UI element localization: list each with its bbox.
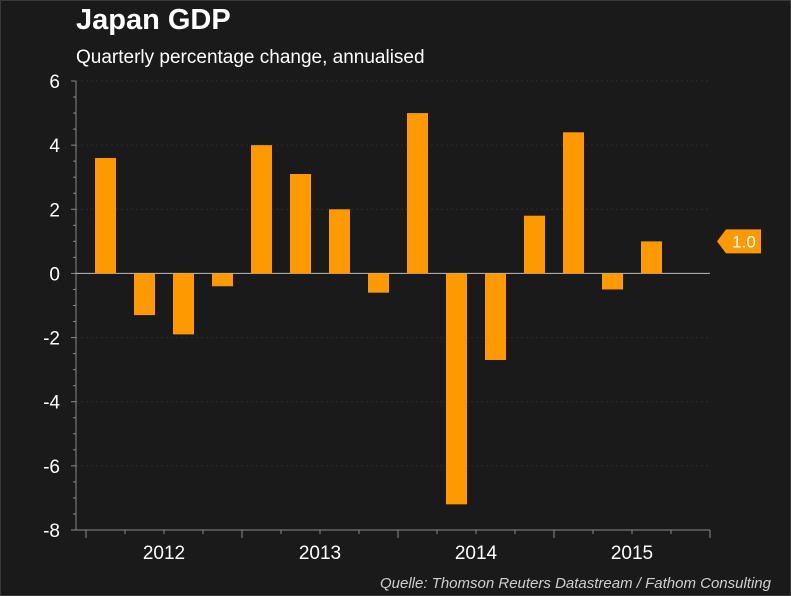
bar xyxy=(251,145,272,274)
bar xyxy=(563,132,584,274)
y-tick-label: -4 xyxy=(43,393,60,414)
bar xyxy=(290,174,311,274)
latest-value-flag xyxy=(717,229,761,254)
source-note: Quelle: Thomson Reuters Datastream / Fat… xyxy=(379,575,771,592)
x-tick-label: 2014 xyxy=(455,543,498,564)
bar xyxy=(212,273,233,287)
bar xyxy=(641,241,662,274)
chart-title: Japan GDP xyxy=(76,4,231,36)
y-tick-label: -2 xyxy=(43,329,60,350)
x-tick-label: 2013 xyxy=(299,543,341,564)
y-tick-label: -6 xyxy=(43,457,60,478)
bar xyxy=(95,157,116,274)
chart-subtitle: Quarterly percentage change, annualised xyxy=(76,47,425,68)
y-tick-label: 0 xyxy=(49,264,60,285)
latest-value-label: 1.0 xyxy=(732,232,756,251)
bar xyxy=(329,209,350,274)
bar xyxy=(485,273,506,361)
bar xyxy=(134,273,155,316)
y-tick-label: 4 xyxy=(49,136,60,157)
bar xyxy=(524,215,545,274)
x-tick-label: 2012 xyxy=(143,543,185,564)
bar xyxy=(446,273,467,505)
bar xyxy=(602,273,623,290)
y-tick-label: 2 xyxy=(49,200,60,221)
x-tick-label: 2015 xyxy=(611,543,653,564)
bar xyxy=(407,113,428,274)
y-tick-label: -8 xyxy=(43,521,60,542)
bar xyxy=(368,273,389,293)
y-tick-label: 6 xyxy=(49,72,60,93)
bar xyxy=(173,273,194,335)
